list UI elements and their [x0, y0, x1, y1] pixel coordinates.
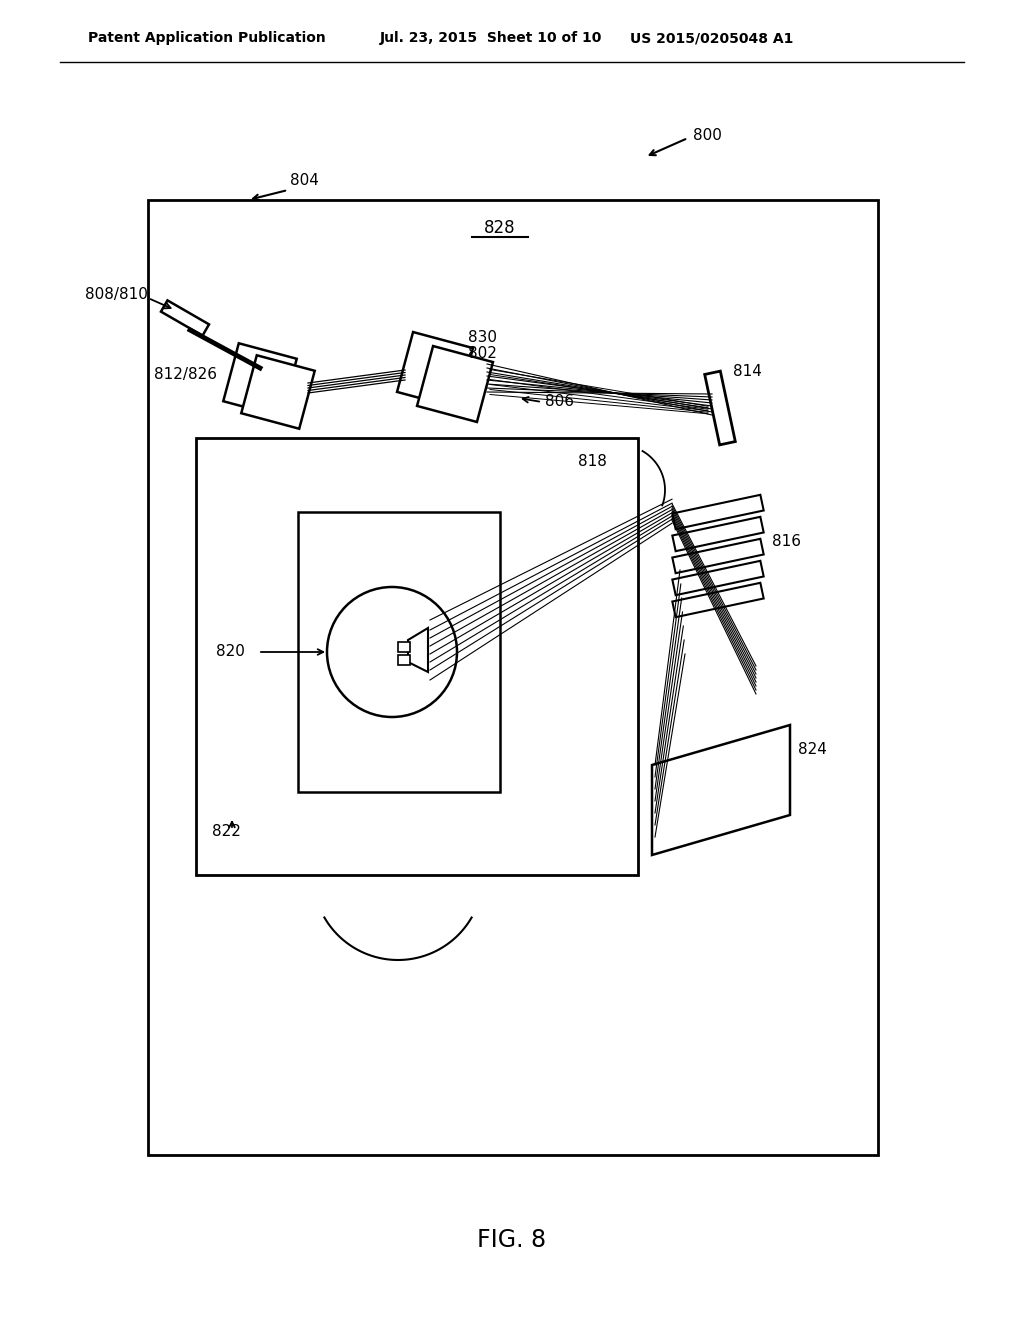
Bar — [398, 655, 410, 665]
Polygon shape — [673, 517, 764, 552]
Text: 804: 804 — [290, 173, 318, 187]
Polygon shape — [242, 355, 314, 429]
Polygon shape — [408, 628, 428, 672]
Polygon shape — [223, 343, 297, 417]
Polygon shape — [673, 583, 764, 618]
Text: FIG. 8: FIG. 8 — [477, 1228, 547, 1251]
Bar — [398, 642, 410, 652]
Polygon shape — [161, 301, 209, 335]
Polygon shape — [673, 561, 764, 595]
Text: 816: 816 — [772, 535, 801, 549]
Text: 820: 820 — [216, 644, 245, 660]
Text: 800: 800 — [693, 128, 722, 143]
Text: 814: 814 — [733, 364, 762, 380]
Polygon shape — [673, 495, 764, 529]
Text: Jul. 23, 2015  Sheet 10 of 10: Jul. 23, 2015 Sheet 10 of 10 — [380, 30, 602, 45]
Polygon shape — [397, 333, 473, 408]
Bar — [298, 512, 500, 792]
Text: 822: 822 — [212, 825, 241, 840]
Text: 828: 828 — [484, 219, 516, 238]
Text: 818: 818 — [578, 454, 607, 470]
Bar — [196, 438, 638, 875]
Text: 808/810: 808/810 — [85, 288, 148, 302]
Text: Patent Application Publication: Patent Application Publication — [88, 30, 326, 45]
Text: 812/826: 812/826 — [154, 367, 217, 383]
Text: 830: 830 — [468, 330, 497, 346]
Polygon shape — [705, 371, 735, 445]
Polygon shape — [652, 725, 790, 855]
Text: 802: 802 — [468, 346, 497, 362]
Text: US 2015/0205048 A1: US 2015/0205048 A1 — [630, 30, 794, 45]
Polygon shape — [417, 346, 493, 422]
Text: 824: 824 — [798, 742, 826, 758]
Polygon shape — [673, 539, 764, 573]
Text: 806: 806 — [545, 395, 574, 409]
Bar — [148, 201, 878, 1155]
